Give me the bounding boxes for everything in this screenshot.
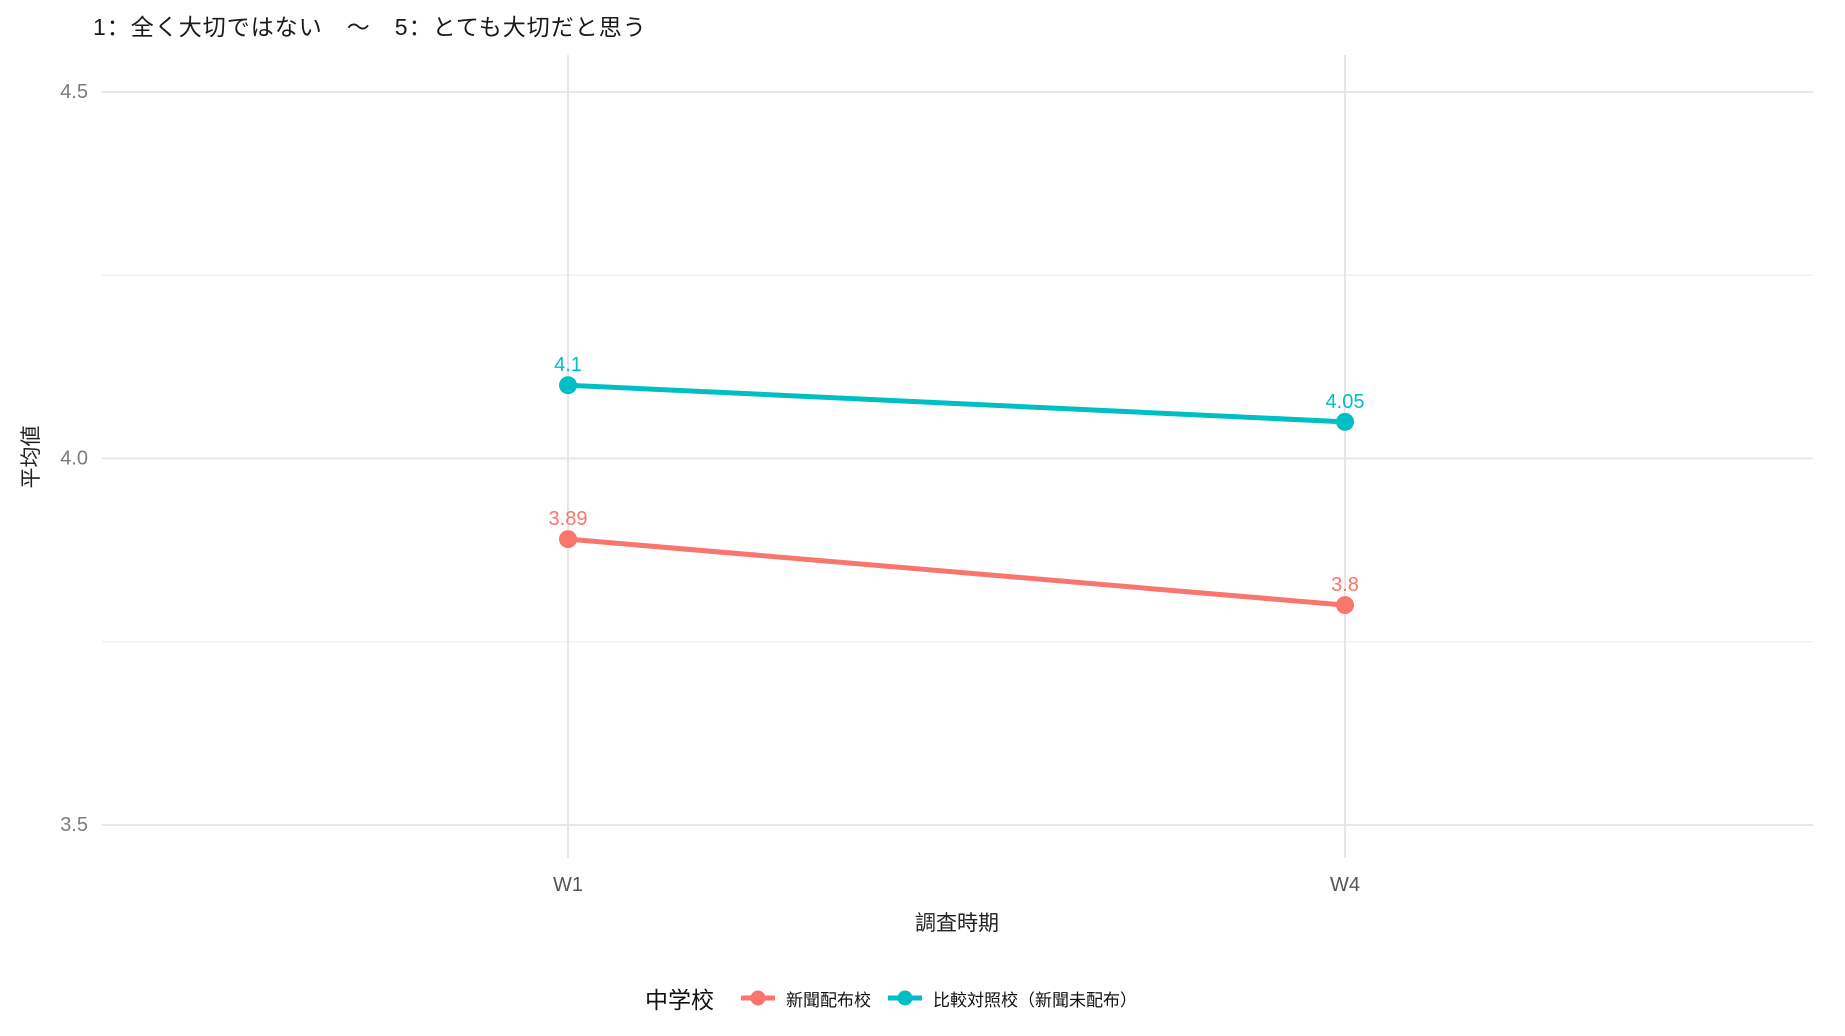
- x-tick-label: W1: [553, 874, 583, 896]
- legend: 中学校 新聞配布校 比較対照校（新聞未配布）: [645, 981, 1153, 1015]
- data-point: [559, 376, 577, 395]
- legend-line-dot-icon: [888, 990, 922, 1006]
- series-line: [565, 382, 1348, 425]
- data-point: [1336, 596, 1354, 615]
- y-tick-label: 4.5: [60, 81, 88, 103]
- legend-item: 新聞配布校: [740, 986, 871, 1011]
- point-value-label: 3.89: [549, 508, 588, 530]
- x-axis-title: 調査時期: [915, 912, 999, 935]
- legend-dot: [750, 990, 766, 1006]
- legend-dot: [897, 990, 913, 1006]
- point-value-label: 3.8: [1331, 574, 1359, 596]
- legend-line-dot-icon: [741, 990, 775, 1006]
- legend-item-label: 比較対照校（新聞未配布）: [933, 990, 1137, 1010]
- legend-title: 中学校: [645, 987, 714, 1013]
- point-value-label: 4.05: [1326, 391, 1365, 413]
- legend-item-label: 新聞配布校: [786, 990, 871, 1010]
- point-value-label: 4.1: [554, 354, 582, 376]
- x-tick-label: W4: [1330, 874, 1360, 896]
- series-line: [565, 536, 1348, 608]
- chart-title: 1：全く大切ではない 〜 5：とても大切だと思う: [93, 14, 647, 40]
- legend-item: 比較対照校（新聞未配布）: [887, 986, 1137, 1011]
- y-tick-label: 3.5: [60, 814, 88, 836]
- data-point: [559, 530, 577, 549]
- data-point: [1336, 412, 1354, 431]
- y-tick-label: 4.0: [60, 448, 88, 470]
